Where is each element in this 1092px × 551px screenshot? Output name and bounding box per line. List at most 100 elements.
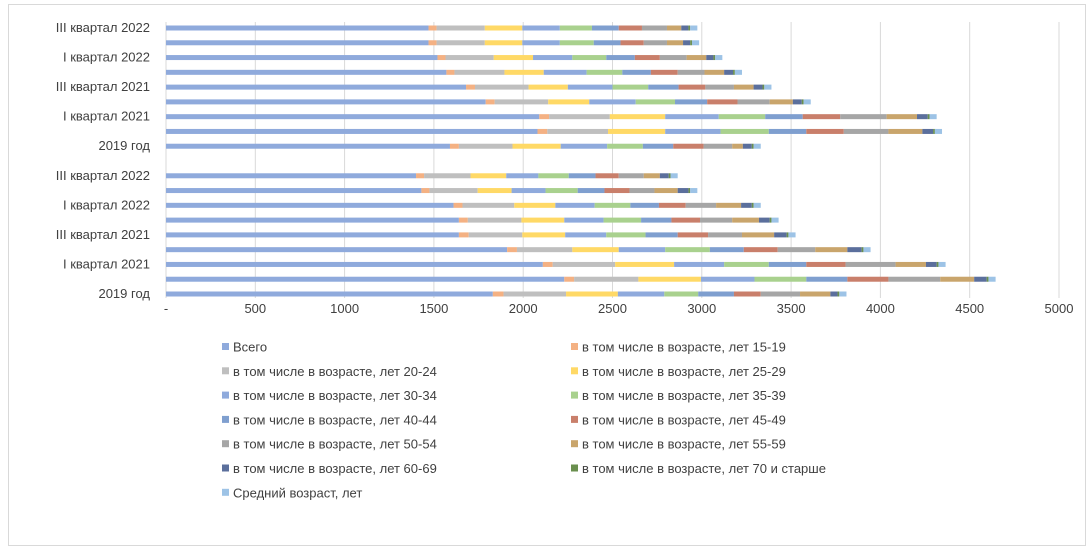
bar-segment: [466, 84, 475, 90]
bar-segment: [559, 25, 592, 31]
bar-segment: [938, 261, 946, 267]
bar-segment: [507, 247, 517, 253]
bar-segment: [786, 232, 789, 238]
bar-segment: [608, 128, 666, 134]
bar-segment: [568, 173, 596, 179]
bar-segment: [686, 55, 707, 61]
category-label: 2019 год: [98, 138, 150, 153]
category-label: I квартал 2021: [63, 109, 150, 124]
bar-segment: [445, 55, 494, 61]
bar-segment: [566, 291, 618, 297]
bar-segment: [166, 40, 429, 46]
bar-segment: [589, 99, 636, 105]
bar-segment: [521, 217, 565, 223]
bar-segment: [840, 114, 887, 120]
x-tick-label: -: [164, 301, 168, 316]
bar-segment: [166, 69, 447, 75]
category-labels: 2019 год I квартал 2021 III квартал 2021 I …: [56, 20, 151, 301]
bar-segment: [847, 276, 889, 282]
bar-segment: [533, 55, 573, 61]
bar-segment: [888, 276, 941, 282]
bar-segment: [753, 143, 761, 149]
bar-segment: [166, 247, 508, 253]
bar-segment: [706, 55, 714, 61]
bar-segment: [700, 276, 755, 282]
bar-segment: [847, 247, 862, 253]
bar-segment: [720, 128, 769, 134]
bar-segment: [630, 202, 659, 208]
bar-segment: [166, 173, 417, 179]
bar-segment: [690, 188, 698, 194]
bar-segment: [762, 84, 765, 90]
bar-segment: [806, 128, 844, 134]
bar-segment: [166, 128, 538, 134]
bar-segment: [436, 25, 485, 31]
bar-segment: [594, 202, 631, 208]
bar-segment: [724, 69, 734, 75]
bar-segment: [713, 55, 716, 61]
bar-segment: [690, 40, 692, 46]
category-label: III квартал 2021: [56, 227, 150, 242]
bar-segment: [643, 40, 667, 46]
bar-segment: [612, 84, 649, 90]
legend-swatch: [222, 440, 229, 448]
bar-segment: [886, 114, 918, 120]
bar-segment: [166, 99, 486, 105]
bar-segment: [617, 291, 665, 297]
bar-segment: [560, 143, 608, 149]
bar-segment: [654, 188, 678, 194]
bar-segment: [751, 143, 754, 149]
bar-segment: [659, 55, 687, 61]
bar-segment: [548, 99, 590, 105]
bar-segment: [733, 69, 735, 75]
bar-segment: [806, 261, 846, 267]
bar-segment: [732, 217, 759, 223]
legend-swatch: [222, 464, 229, 472]
bar-segment: [494, 99, 549, 105]
bar-segment: [986, 276, 989, 282]
legend-label: в том числе в возрасте, лет 30-34: [233, 388, 437, 403]
bar-segment: [724, 261, 769, 267]
bar-segment: [768, 128, 807, 134]
x-tick-label: 500: [244, 301, 266, 316]
bar-segment: [671, 217, 701, 223]
bar-segment: [504, 69, 544, 75]
bar-segment: [758, 217, 770, 223]
bar-segment: [936, 261, 939, 267]
bar-segment: [477, 188, 512, 194]
bar-segment: [743, 247, 778, 253]
bar-segment: [603, 217, 642, 223]
bar-segment: [470, 173, 507, 179]
bar-segment: [683, 40, 691, 46]
bar-segment: [934, 128, 943, 134]
category-label: I квартал 2022: [63, 197, 150, 212]
bar-segment: [774, 232, 787, 238]
bar-segment: [468, 232, 523, 238]
category-label: I квартал 2021: [63, 256, 150, 271]
bar-segment: [537, 128, 548, 134]
legend-swatch: [571, 343, 578, 350]
bar-segment: [974, 276, 987, 282]
bar-segment: [777, 247, 816, 253]
bar-segment: [716, 202, 742, 208]
bar-segment: [771, 217, 779, 223]
bar-segment: [734, 69, 742, 75]
bar-segment: [606, 55, 635, 61]
bar-segment: [618, 247, 666, 253]
x-tick-label: 3500: [777, 301, 806, 316]
bar-segment: [754, 276, 807, 282]
bar-segment: [742, 143, 752, 149]
bar-segment: [595, 173, 619, 179]
chart-frame: [8, 4, 1086, 546]
bar-segment: [514, 202, 556, 208]
legend-label: в том числе в возрасте, лет 70 и старше: [582, 461, 826, 476]
bar-segment: [446, 69, 455, 75]
legend-swatch: [222, 488, 229, 496]
bar-segment: [449, 143, 459, 149]
bar-segment: [609, 114, 666, 120]
bar-segment: [166, 276, 565, 282]
bar-segment: [424, 173, 471, 179]
bar-segment: [925, 261, 937, 267]
bar-segment: [666, 40, 684, 46]
